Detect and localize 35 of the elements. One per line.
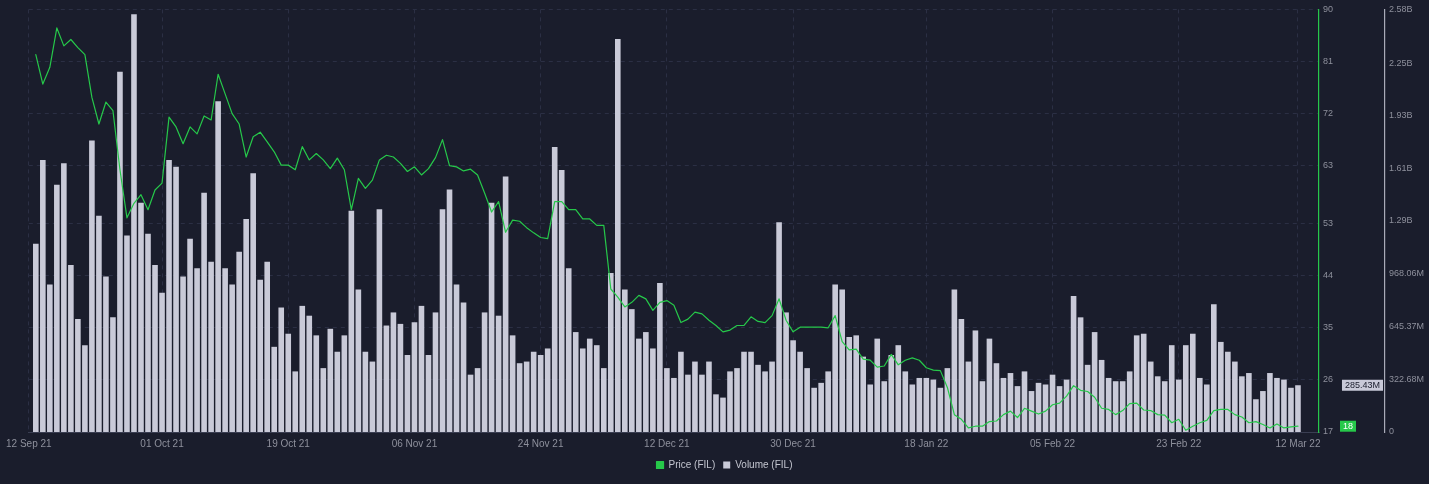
y-tick-label: 17	[1323, 426, 1334, 437]
text: 18	[1343, 421, 1354, 432]
x-tick-label: 05 Feb 22	[1030, 437, 1076, 449]
y2-tick-label: 2.25B	[1389, 57, 1413, 68]
x-tick-label: 19 Oct 21	[266, 437, 311, 449]
y2-tick-label: 645.37M	[1389, 320, 1425, 331]
y-tick-label: 81	[1323, 55, 1334, 66]
x-tick-label: 12 Mar 22	[1275, 437, 1321, 449]
y-tick-label: 44	[1323, 270, 1334, 281]
x-tick-label: 01 Oct 21	[140, 437, 185, 449]
y-tick-label: 35	[1323, 322, 1334, 333]
y2-tick-label: 1.29B	[1389, 215, 1413, 226]
y-tick-label: 53	[1323, 218, 1334, 229]
bar	[544, 348, 551, 432]
x-tick-label: 23 Feb 22	[1156, 437, 1202, 449]
y2-tick-label: 0	[1389, 426, 1395, 437]
legend-label: Price (FIL)	[668, 458, 716, 470]
text: 285.43M	[1344, 380, 1381, 391]
x-tick-label: 06 Nov 21	[391, 437, 438, 449]
y2-tick-label: 1.93B	[1389, 110, 1413, 121]
y-tick-label: 26	[1323, 374, 1334, 385]
x-tick-label: 30 Dec 21	[770, 437, 817, 449]
y2-tick-label: 2.58B	[1389, 3, 1413, 14]
y-tick-label: 90	[1323, 3, 1334, 14]
x-tick-label: 12 Sep 21	[5, 437, 53, 449]
y2-tick-label: 322.68M	[1389, 373, 1425, 384]
x-tick-label: 18 Jan 22	[904, 437, 949, 449]
y-tick-label: 72	[1323, 108, 1334, 119]
y2-tick-label: 1.61B	[1389, 162, 1413, 173]
y-tick-label: 63	[1323, 160, 1334, 171]
legend-label: Volume (FIL)	[735, 458, 793, 470]
x-tick-label: 12 Dec 21	[644, 437, 691, 449]
y2-tick-label: 968.06M	[1389, 267, 1425, 278]
bar	[909, 384, 916, 432]
x-tick-label: 24 Nov 21	[517, 437, 564, 449]
